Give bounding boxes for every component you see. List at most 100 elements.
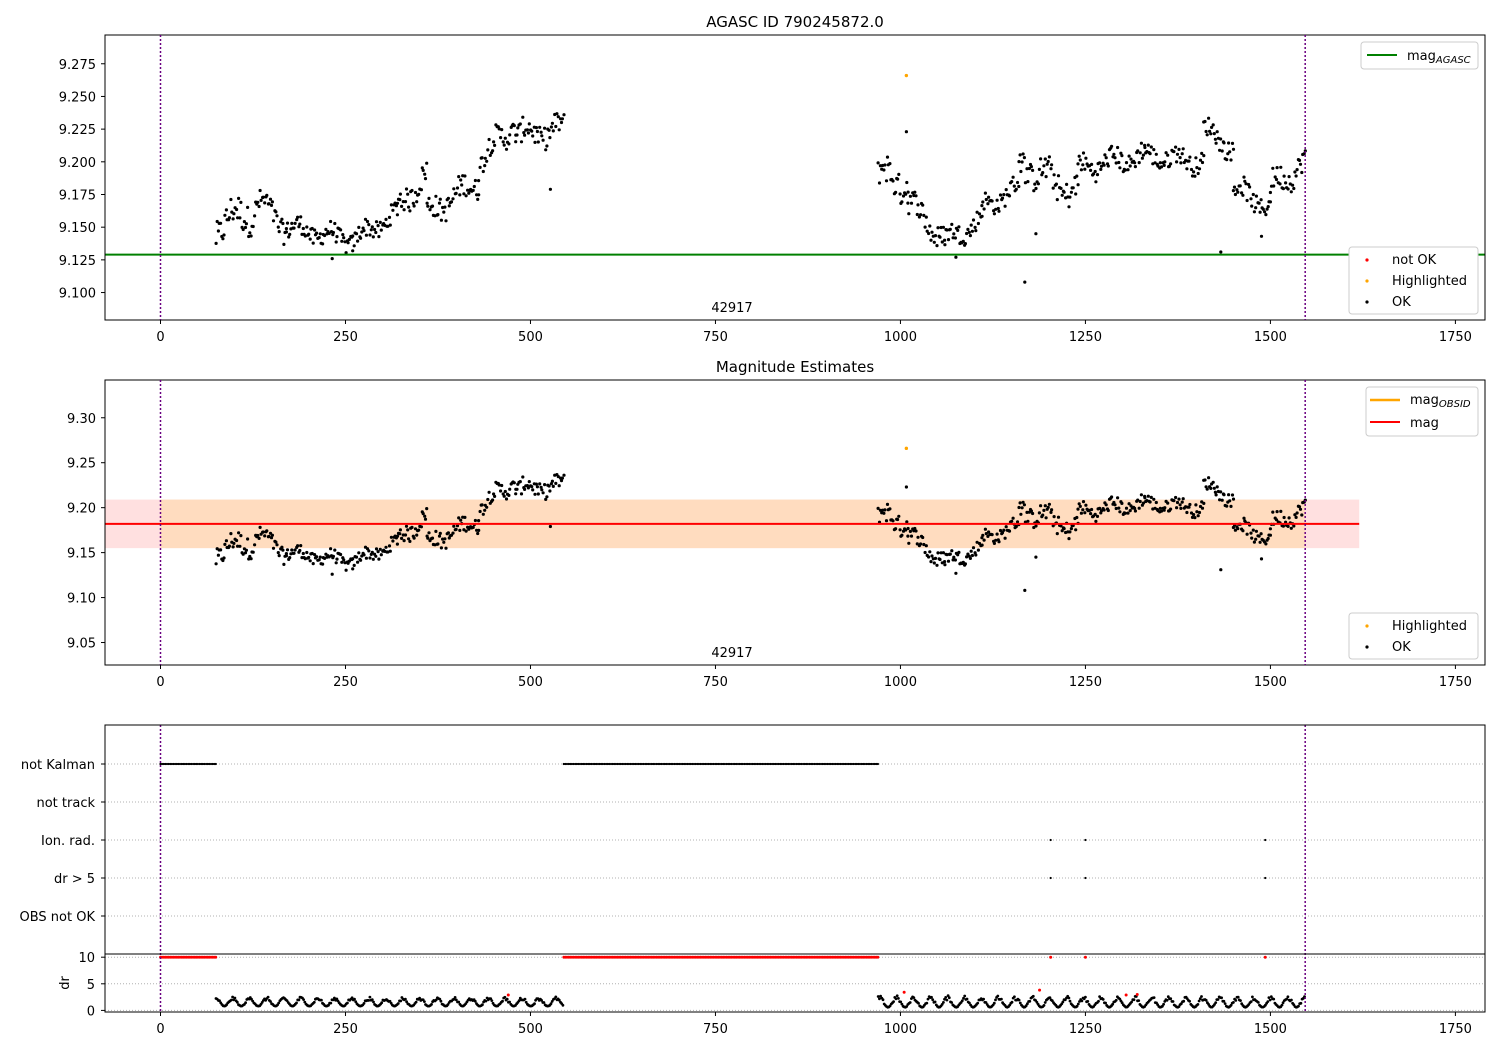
dr-point [1086,1000,1090,1003]
ok-point [463,515,467,520]
ok-point [493,143,497,147]
ok-point [481,512,485,516]
ok-point [1158,161,1162,165]
dr-point [1239,999,1242,1002]
dr-point [1010,1000,1014,1004]
ok-point [1133,161,1137,165]
flag-point [655,762,658,766]
ok-point [351,567,355,571]
dr-point [354,1000,358,1004]
flag-point [592,762,595,766]
ok-point [298,548,302,553]
flag-point [658,762,661,766]
flag-point [642,762,645,766]
ok-point [483,156,487,160]
flag-point [613,762,616,766]
flag-point [730,762,733,766]
flag-point [867,762,870,766]
ok-point [1268,527,1272,531]
ok-point [236,544,240,548]
flag-point [165,762,169,766]
ok-point [412,204,416,208]
ok-point [343,240,347,244]
x-tick-label-3-7: 1750 [1439,1022,1472,1037]
ok-point [313,228,317,232]
ok-point [398,532,402,536]
flag-point [823,762,826,766]
panel-agasc-frame [104,34,1486,321]
ok-point [1233,192,1237,197]
dr-point [233,996,237,1000]
flag-point [182,762,185,766]
ok-point [888,162,892,166]
dr-point [457,1000,461,1004]
ok-point [515,487,519,491]
ok-point [1192,513,1196,517]
ok-point [1138,151,1142,155]
ok-point [400,204,404,208]
ok-point [1200,506,1205,510]
ok-point [473,518,477,523]
panel-magnitude-plot-area [105,446,1360,593]
flag-point [631,762,634,766]
ok-point [1188,155,1192,159]
ok-point [919,542,923,546]
ok-point [975,540,979,544]
flag-point [808,762,811,766]
ok-point [1076,183,1080,187]
dr-red-point [1124,993,1128,997]
flag-point [1049,838,1052,842]
ok-point [1034,186,1038,191]
ok-point [1265,207,1269,211]
ok-point [982,207,986,211]
legend-mag-obsid-label: mag [1410,393,1439,408]
ok-point [398,198,402,202]
ok-point [378,220,382,224]
ok-point [1034,555,1038,559]
ok-point [277,230,281,234]
ok-point [535,485,540,489]
ok-point [1295,168,1299,172]
ok-point [1011,516,1015,520]
dr-point [963,994,967,998]
dr-point [1000,997,1003,1001]
ok-point [371,235,375,239]
flag-point [606,762,609,766]
ok-point [973,225,977,229]
ok-point [508,133,512,137]
ok-point [216,553,220,557]
ok-point [1136,498,1140,502]
ok-point [1093,512,1097,517]
flag-point [193,762,196,766]
ok-point [1137,506,1141,510]
ok-point [929,238,933,242]
ok-point [943,560,947,564]
legend-highlighted-label: Highlighted [1392,274,1467,289]
ok-point [559,479,564,483]
ok-point [263,534,267,538]
x-tick-label-3-5: 1250 [1069,1022,1102,1037]
ok-point [279,220,283,224]
ok-point [315,231,319,235]
ok-point [1294,174,1298,178]
dr-point [503,995,507,999]
dr-point [1249,1000,1253,1003]
ok-point [1278,182,1282,186]
dr-point [1098,995,1101,998]
ok-point [270,533,274,537]
ok-point [419,525,423,529]
dr-point [557,998,561,1002]
ok-point [940,240,944,244]
ok-point [463,174,467,178]
ok-point [1232,185,1237,189]
ok-point [531,134,535,138]
ok-point [1103,153,1107,157]
ok-point [1293,170,1297,174]
ok-point [1180,152,1184,156]
flag-point [872,762,875,766]
flag-label-1: not track [36,796,95,811]
ok-point [1293,513,1297,517]
ok-point [545,144,549,148]
ok-point [1257,534,1261,538]
ok-point [1095,514,1100,519]
